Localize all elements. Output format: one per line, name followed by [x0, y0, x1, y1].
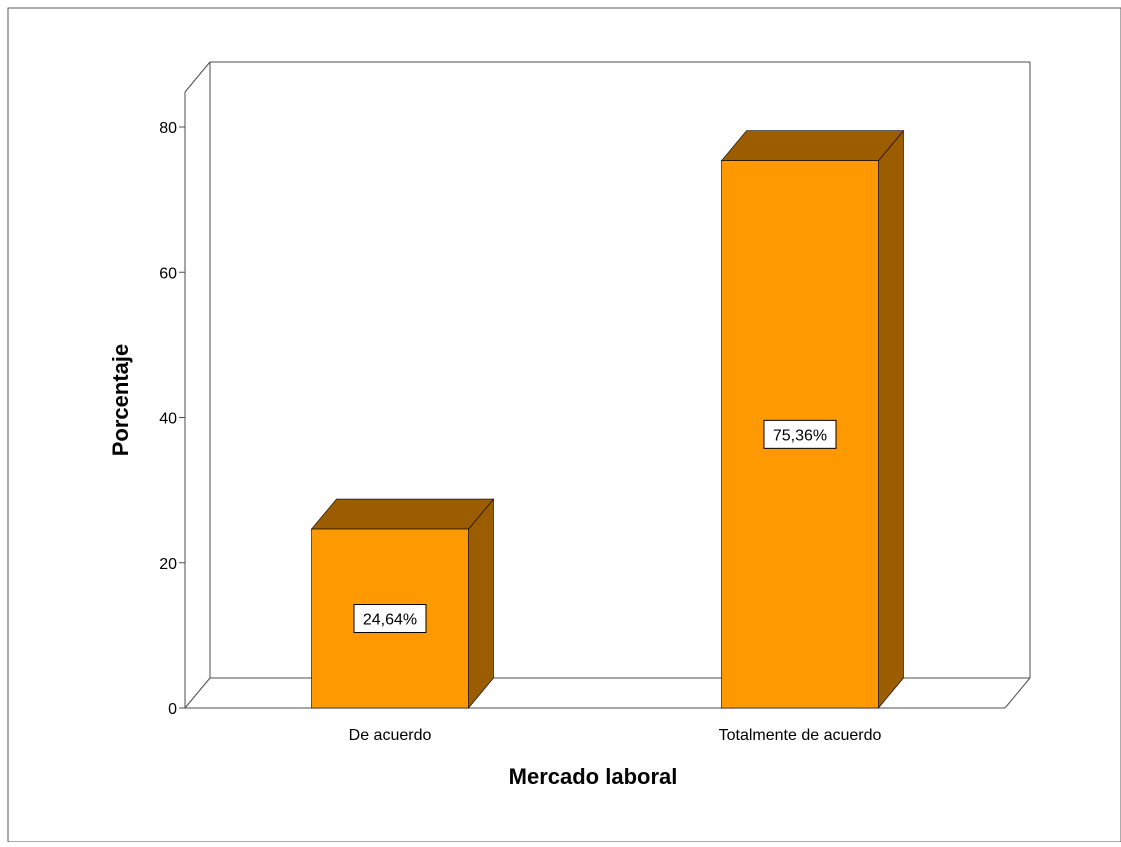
bar-top-face	[720, 130, 905, 161]
x-tick-label: De acuerdo	[349, 727, 432, 744]
bar-2: 75,36%	[720, 129, 905, 709]
x-axis-title: Mercado laboral	[509, 764, 678, 789]
frame-floor-right-diagonal	[1004, 677, 1031, 709]
bar-side-face	[468, 498, 494, 709]
frame-top-left-diagonal	[184, 61, 211, 93]
bar-side-face	[878, 129, 904, 709]
chart-border	[7, 7, 1121, 843]
y-tick-label: 60	[159, 265, 177, 282]
y-tick-label: 0	[168, 701, 177, 718]
x-axis: De acuerdo Totalmente de acuerdo	[349, 727, 882, 744]
y-tick-label: 80	[159, 120, 177, 137]
bar-top-face	[310, 498, 495, 530]
y-tick-label: 40	[159, 411, 177, 428]
bar-1: 24,64%	[310, 498, 495, 709]
data-label: 75,36%	[773, 427, 827, 444]
bars-group: 24,64% 75,36%	[310, 129, 905, 709]
x-tick-label: Totalmente de acuerdo	[719, 727, 882, 744]
y-tick-label: 20	[159, 556, 177, 573]
data-label: 24,64%	[363, 612, 417, 629]
frame-floor-left-diagonal	[184, 677, 211, 709]
data-label-box	[353, 604, 427, 634]
y-axis-title: Porcentaje	[108, 344, 133, 457]
data-label-box	[763, 419, 837, 449]
y-axis: 0 20 40 60 80	[159, 120, 185, 718]
